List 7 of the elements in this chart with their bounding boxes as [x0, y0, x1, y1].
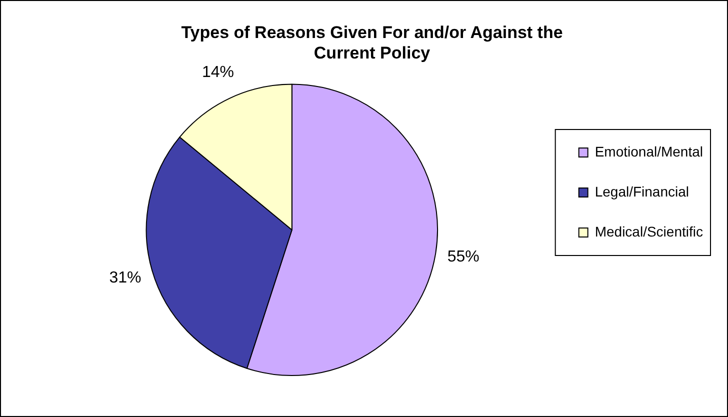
- legend-label: Medical/Scientific: [594, 223, 703, 240]
- data-label: 31%: [109, 270, 142, 287]
- chart-title: Types of Reasons Given For and/or Against the Current Policy: [181, 22, 563, 62]
- data-label: 14%: [202, 64, 234, 82]
- data-label: 55%: [447, 248, 480, 266]
- legend-label: Legal/Financial: [594, 183, 690, 200]
- legend-label: Emotional/Mental: [594, 143, 704, 160]
